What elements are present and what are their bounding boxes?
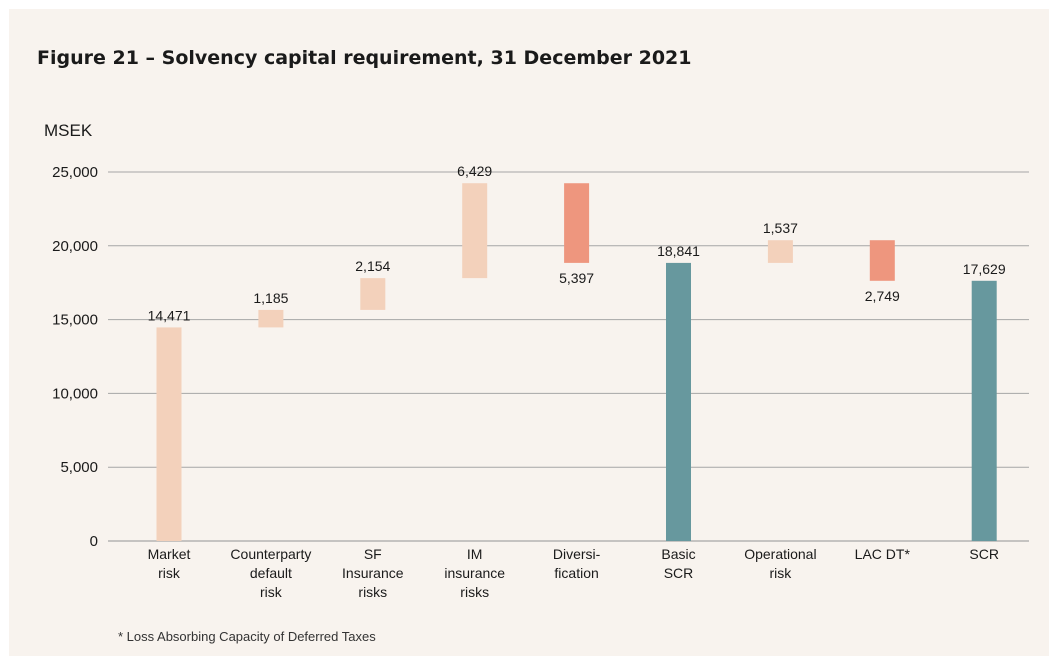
x-category-label: default — [250, 565, 292, 581]
bar-value-label: 17,629 — [963, 261, 1006, 277]
figure-panel — [9, 9, 1049, 656]
x-category-label: Operational — [744, 546, 816, 562]
bar-increase — [462, 183, 488, 279]
x-category-label: LAC DT* — [855, 546, 911, 562]
x-category-label: risks — [460, 584, 489, 600]
bar-total — [666, 262, 691, 541]
x-category-label: SF — [364, 546, 382, 562]
x-category-label: SCR — [664, 565, 694, 581]
bar-value-label: 1,537 — [763, 220, 798, 236]
bar-value-label: 18,841 — [657, 243, 700, 259]
bar-value-label: 5,397 — [559, 270, 594, 286]
bar-decrease — [869, 240, 895, 281]
x-category-label: risk — [260, 584, 283, 600]
bar-increase — [360, 278, 386, 310]
x-category-label: Insurance — [342, 565, 404, 581]
y-tick-label: 5,000 — [60, 459, 98, 476]
bar-increase — [258, 309, 284, 328]
y-tick-label: 25,000 — [52, 164, 98, 181]
bar-value-label: 2,749 — [865, 288, 900, 304]
footnote: * Loss Absorbing Capacity of Deferred Ta… — [118, 629, 376, 644]
y-tick-label: 20,000 — [52, 238, 98, 255]
x-category-label: Market — [148, 546, 191, 562]
bar-decrease — [564, 183, 590, 263]
x-category-label: Basic — [661, 546, 695, 562]
x-category-label: Diversi- — [553, 546, 601, 562]
chart-title: Figure 21 – Solvency capital requirement… — [37, 47, 692, 69]
bar-value-label: 6,429 — [457, 163, 492, 179]
x-category-label: Counterparty — [230, 546, 311, 562]
bar-increase — [767, 240, 793, 263]
bar-increase — [156, 327, 182, 541]
y-tick-label: 10,000 — [52, 385, 98, 402]
bar-value-label: 2,154 — [355, 258, 390, 274]
x-category-label: fication — [554, 565, 598, 581]
y-tick-label: 15,000 — [52, 312, 98, 329]
y-axis-unit-label: MSEK — [44, 121, 93, 140]
x-category-label: insurance — [444, 565, 505, 581]
bar-total — [971, 280, 997, 541]
x-category-label: risks — [358, 584, 387, 600]
bar-value-label: 1,185 — [253, 290, 288, 306]
bar-value-label: 14,471 — [148, 307, 191, 323]
x-category-label: risk — [158, 565, 181, 581]
y-tick-label: 0 — [90, 533, 98, 550]
x-category-label: IM — [467, 546, 483, 562]
x-category-label: risk — [770, 565, 793, 581]
x-category-label: SCR — [969, 546, 999, 562]
